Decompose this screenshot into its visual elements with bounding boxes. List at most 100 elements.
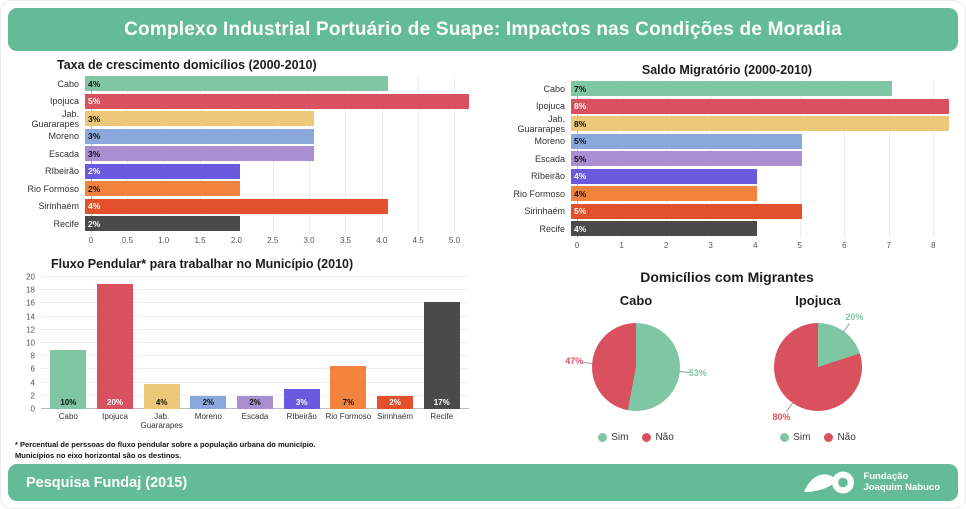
bar: 2% [377,395,414,409]
axis-tick-label: 0 [574,240,580,250]
bar-value-label: 4% [574,223,587,234]
chart-title-migrantes: Domicílios com Migrantes [640,269,814,285]
chart-title-fluxo: Fluxo Pendular* para trabalhar no Municí… [51,257,354,271]
category-label: Moreno [48,131,79,142]
bar: 5% [571,133,802,149]
y-axis-tick-label: 2 [30,391,35,401]
bar: 8% [571,98,949,114]
bar-row: Escada 3% [13,145,475,163]
bar-cell: 10% [45,277,92,409]
bar: 2% [237,395,274,409]
category-label: Cabo [543,83,565,94]
bar-row: Jab. Guararapes 3% [13,109,475,129]
bar-cell: 4% [138,277,185,409]
bar-cell: 20% [92,277,139,409]
slice-label: 47% [565,356,584,367]
bar-value-label: 4% [574,171,587,182]
y-axis-tick-label: 12 [26,325,35,335]
bar-row: Ipojuca 5% [13,93,475,111]
bar: 2% [85,181,241,197]
callout-line [785,401,794,412]
y-axis-tick-label: 8 [30,351,35,361]
bar-cell: 7% [325,277,372,409]
bar-track: 7% [571,81,949,97]
axis-tick-label: 7 [886,240,892,250]
fundaj-logo-text: Fundação Joaquim Nabuco [863,470,940,494]
bar-value-label: 20% [106,398,124,407]
bar-track: 5% [85,93,469,109]
y-axis-tick-label: 4 [30,378,35,388]
axis-tick-label: 4.5 [412,235,424,245]
slice-label: 80% [772,412,791,423]
grid-line [381,75,383,233]
legend: Sim Não [598,432,674,443]
y-axis-tick-label: 18 [26,285,35,295]
bar-value-label: 2% [202,398,215,407]
bar: 5% [85,93,469,109]
grid-line [41,394,469,396]
bar-track: 4% [85,76,469,92]
chart-saldo-migratorio: Saldo Migratório (2000-2010) Cabo 7% Ipoju… [499,63,955,253]
bar-plot: Cabo 7% Ipojuca 8% Jab. Guararapes 8% Moreno 5%… [499,80,955,238]
axis-tick-label: 0 [88,235,94,245]
axis-tick-label: 3.5 [339,235,351,245]
legend-swatch [780,433,790,442]
bar-plot: Cabo 4% Ipojuca 5% Jab. Guararapes 3% Moreno 3%… [13,75,475,233]
axis-tick-label: 2.5 [267,235,279,245]
x-axis-tick-label: Rio Formoso [325,412,372,421]
bar-row: Sirinhaém 4% [13,198,475,216]
axis-tick-label: 5 [797,240,802,250]
pie-wrap: 20% 80% [763,312,873,422]
grid-line [41,355,469,357]
bar: 8% [571,116,949,132]
bar-row: Recife 4% [499,220,955,238]
bar: 4% [571,221,757,237]
bar-value-label: 2% [389,398,401,407]
grid-line [844,80,846,238]
legend-swatch [598,433,608,442]
chart-fluxo-pendular: Fluxo Pendular* para trabalhar no Municí… [13,257,475,461]
bar-row: Moreno 3% [13,128,475,146]
fundaj-logo-icon [804,471,855,494]
category-label: Recife [539,223,565,234]
y-axis-tick-label: 20 [26,272,35,282]
bar-value-label: 3% [88,131,101,142]
bar-track: 4% [571,186,949,202]
bar-row: Jab. Guararapes 8% [499,114,955,134]
page-title: Complexo Industrial Portuário de Suape: … [124,18,842,40]
footer-banner: Pesquisa Fundaj (2015) Fundação Joaquim … [8,464,958,501]
x-axis-tick-label: Cabo [58,412,78,421]
chart-taxa-crescimento: Taxa de crescimento domicílios (2000-201… [13,58,475,248]
pie-title: Cabo [619,293,653,308]
legend: Sim Não [780,432,856,443]
bar-value-label: 5% [574,136,587,147]
bar: 3% [85,128,314,144]
y-axis-tick-label: 6 [30,364,35,374]
axis-tick-label: 5.0 [448,235,461,245]
bar: 20% [97,283,133,409]
bar: 4% [85,76,388,92]
chart-title-saldo: Saldo Migratório (2000-2010) [641,63,813,77]
bar-row: RIbeirão 4% [499,168,955,186]
bar-track: 3% [85,128,469,144]
legend-item: Não [824,432,856,443]
bar-track: 2% [85,216,469,232]
axis-tick-label: 2.0 [230,235,242,245]
bar-row: Escada 5% [499,150,955,168]
bar: 3% [283,389,320,409]
category-label: Escada [534,153,565,164]
bar-cell: 17% [418,277,465,409]
bar-cell: 3% [278,277,325,409]
chart-canvas-saldo: Cabo 7% Ipojuca 8% Jab. Guararapes 8% Moreno 5%… [499,80,955,253]
bar: 4% [143,383,180,409]
bar-value-label: 4% [88,78,101,89]
slice-label: 20% [845,311,864,322]
x-axis: 0 1 2 3 4 5 6 7 8 [574,240,949,253]
category-label: Recife [53,218,79,229]
y-axis-tick-label: 0 [30,404,35,414]
chart-title-taxa: Taxa de crescimento domicílios (2000-201… [57,58,317,72]
bar: 10% [50,349,87,409]
logo-text-line-1: Fundação [863,470,909,482]
x-axis-tick-label: Ipojuca [102,412,128,421]
header-banner: Complexo Industrial Portuário de Suape: … [8,8,958,51]
